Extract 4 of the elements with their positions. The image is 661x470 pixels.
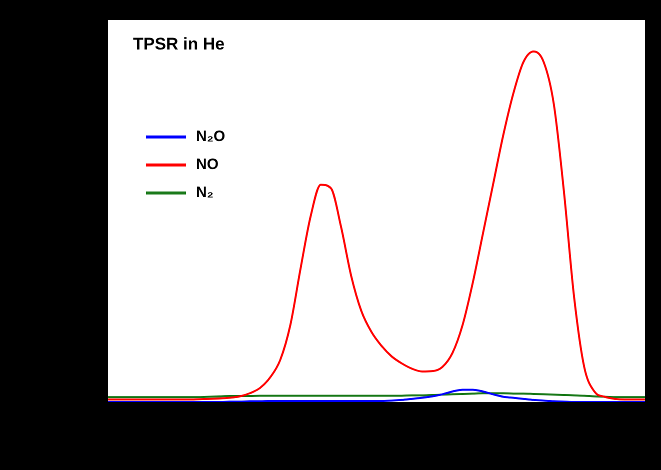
legend-label: NO — [196, 156, 219, 174]
legend-label: N₂O — [196, 128, 226, 146]
chart-title: TPSR in He — [133, 34, 225, 54]
legend-label: N₂ — [196, 184, 214, 202]
